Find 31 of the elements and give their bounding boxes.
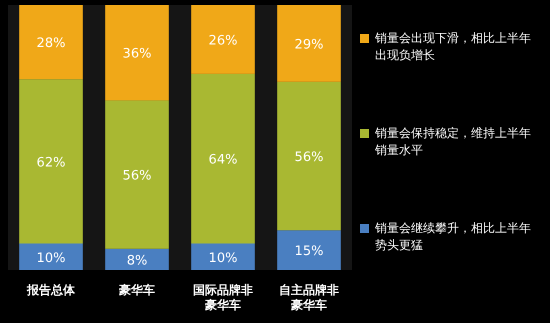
data-label: 56% — [122, 168, 152, 184]
bar — [19, 244, 83, 270]
data-label: 29% — [294, 37, 324, 52]
legend-label: 销量会出现下滑，相比上半年出现负增长 — [375, 30, 532, 64]
bar — [19, 79, 83, 244]
legend-label: 销量会继续攀升，相比上半年势头更猛 — [375, 220, 532, 254]
legend-label: 销量会保持稳定，维持上半年销量水平 — [375, 125, 532, 159]
bar — [191, 74, 255, 244]
data-label: 36% — [122, 46, 152, 62]
bar — [105, 248, 169, 270]
data-label: 62% — [36, 155, 66, 170]
data-label: 15% — [294, 244, 324, 260]
bar — [191, 5, 255, 74]
x-tick-label: 自主品牌非豪华车 — [278, 283, 340, 313]
data-label: 8% — [126, 253, 148, 268]
data-label: 10% — [208, 250, 238, 266]
data-label: 64% — [208, 152, 238, 168]
bar — [105, 100, 169, 249]
bar — [277, 5, 341, 82]
bar — [19, 5, 83, 80]
bar — [277, 230, 341, 270]
x-tick-label: 报告总体 — [26, 283, 76, 298]
x-tick-label: 豪华车 — [118, 283, 156, 298]
data-label: 56% — [294, 150, 324, 166]
bar — [277, 82, 341, 230]
data-label: 28% — [36, 36, 66, 52]
x-tick-label: 国际品牌非豪华车 — [192, 283, 254, 313]
data-label: 10% — [36, 250, 66, 266]
bar — [105, 5, 169, 100]
data-label: 26% — [208, 33, 238, 48]
bar — [191, 244, 255, 270]
